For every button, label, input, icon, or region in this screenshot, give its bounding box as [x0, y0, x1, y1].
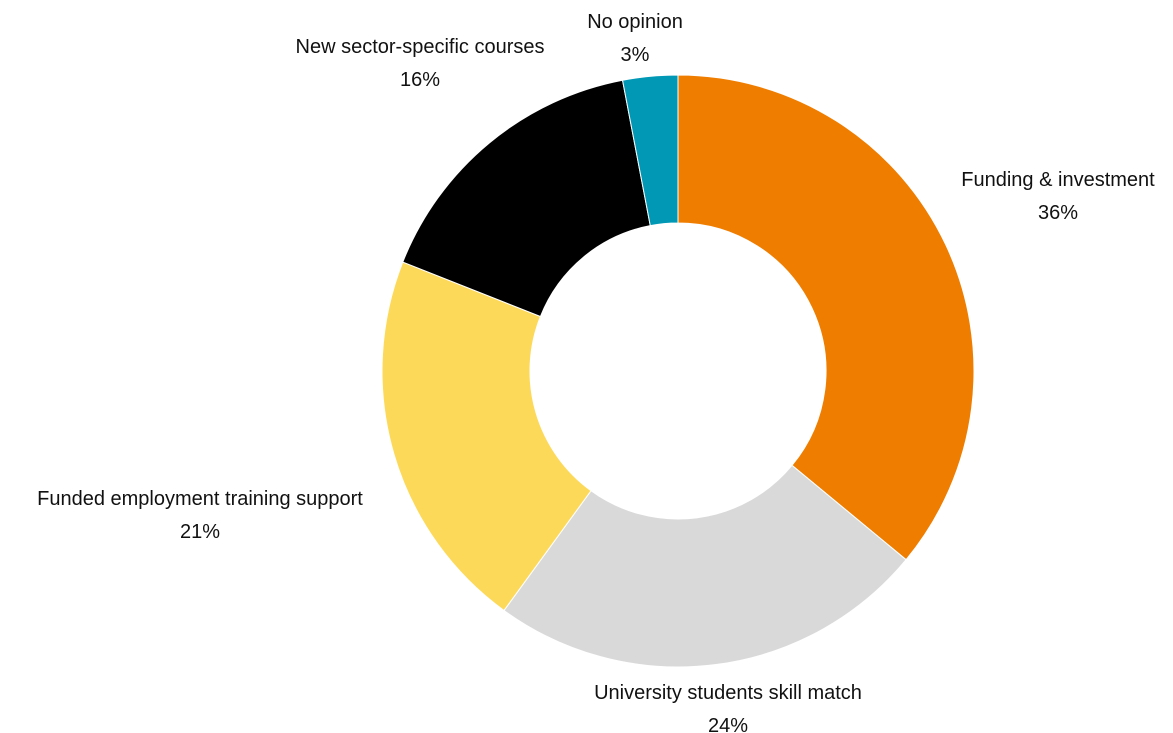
slice-funding-investment — [677, 74, 975, 561]
slice-label: New sector-specific courses — [296, 36, 545, 58]
slice-value-label: 21% — [180, 521, 220, 543]
slice-value-label: 36% — [1038, 202, 1078, 224]
slice-value-label: 24% — [708, 715, 748, 733]
slice-university-students-skill-match — [503, 464, 907, 668]
chart-slices — [381, 74, 975, 668]
slice-value-label: 3% — [621, 44, 650, 66]
chart-labels: Funding & investment 36% University studen… — [37, 11, 1155, 733]
slice-value-label: 16% — [400, 69, 440, 91]
slice-label: University students skill match — [594, 682, 862, 704]
slice-no-opinion — [621, 74, 679, 227]
slice-label: No opinion — [587, 11, 683, 33]
slice-label: Funding & investment — [961, 169, 1155, 191]
slice-label: Funded employment training support — [37, 488, 363, 510]
slice-funded-employment-training-support — [381, 261, 592, 612]
slice-new-sector-specific-courses — [402, 79, 651, 318]
